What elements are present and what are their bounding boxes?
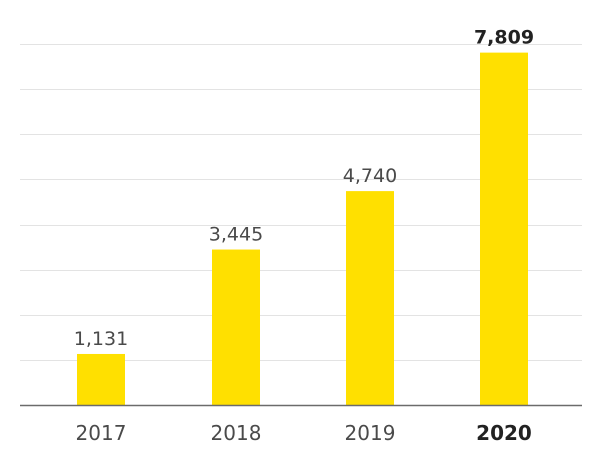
bar-2018 — [212, 249, 260, 405]
x-tick-label-2018: 2018 — [211, 421, 262, 445]
x-tick-label-2017: 2017 — [76, 421, 127, 445]
gridlines — [20, 44, 582, 361]
bar-2017 — [77, 353, 125, 405]
bar-2019 — [346, 191, 394, 405]
value-label-2017: 1,131 — [74, 328, 128, 350]
value-label-2018: 3,445 — [209, 224, 263, 246]
value-labels: 1,131 3,445 4,740 7,809 — [74, 27, 534, 350]
x-tick-label-2020: 2020 — [476, 421, 532, 445]
bars — [77, 52, 528, 406]
x-tick-label-2019: 2019 — [345, 421, 396, 445]
value-label-2020: 7,809 — [474, 27, 534, 49]
x-tick-labels: 2017 2018 2019 2020 — [76, 421, 532, 445]
bar-2020 — [480, 52, 528, 406]
value-label-2019: 4,740 — [343, 165, 397, 187]
